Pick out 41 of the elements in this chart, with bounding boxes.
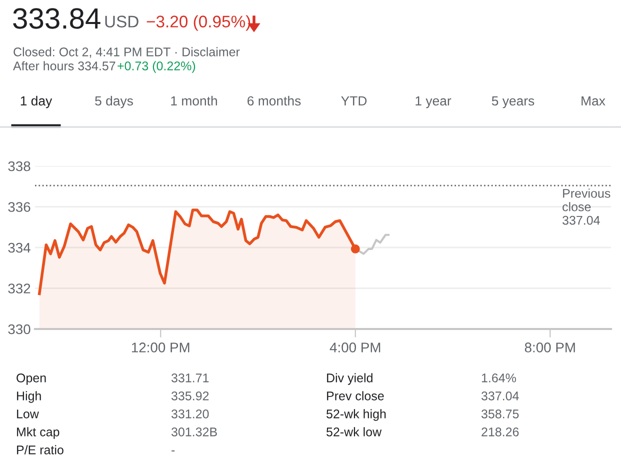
x-tick-label: 4:00 PM: [330, 342, 380, 352]
text: USD: [105, 16, 138, 28]
text: Prev close: [327, 391, 384, 400]
text: 331.71: [171, 374, 209, 382]
text: 331.20: [171, 410, 209, 418]
text: Max: [582, 96, 606, 106]
text: 52-wk high: [326, 409, 386, 421]
x-tick-label: 12:00 PM: [132, 342, 190, 352]
text: Div yield: [327, 373, 372, 385]
y-tick-label: 338: [8, 161, 30, 172]
text: 1 day: [20, 96, 52, 108]
text: −3.20 (0.95%): [146, 15, 250, 31]
text: 1 year: [416, 96, 452, 108]
y-tick-label: 332: [8, 284, 30, 294]
text: Low: [17, 410, 39, 418]
text: 337.04: [481, 392, 519, 400]
text: 301.32B: [171, 428, 217, 436]
text: +0.73 (0.22%): [118, 61, 196, 73]
text: 335.92: [171, 392, 209, 400]
text: High: [17, 391, 41, 403]
text: After hours 334.57: [13, 61, 116, 70]
text: -: [172, 450, 175, 452]
y-tick-label: 336: [8, 202, 30, 212]
text: 218.26: [482, 428, 519, 436]
x-tick-label: 8:00 PM: [524, 342, 575, 352]
y-tick-label: 334: [8, 242, 30, 253]
text: 6 months: [248, 96, 301, 106]
text: 5 days: [95, 96, 133, 108]
text: 358.75: [481, 410, 519, 418]
text: YTD: [341, 96, 367, 106]
text: 5 years: [492, 96, 534, 108]
text: 1 month: [171, 96, 217, 106]
text: 1.64%: [482, 374, 516, 382]
ref-line-label: Previous close 337.04: [562, 188, 610, 225]
y-tick-label: 330: [8, 324, 30, 334]
text: Open: [16, 374, 46, 385]
text: Closed: Oct 2, 4:41 PM EDT · Disclaimer: [14, 47, 240, 58]
text: P/E ratio: [17, 445, 64, 454]
text: Mkt cap: [17, 427, 60, 439]
chart-title: 333.84: [13, 8, 100, 29]
text: 52-wk low: [326, 427, 382, 436]
